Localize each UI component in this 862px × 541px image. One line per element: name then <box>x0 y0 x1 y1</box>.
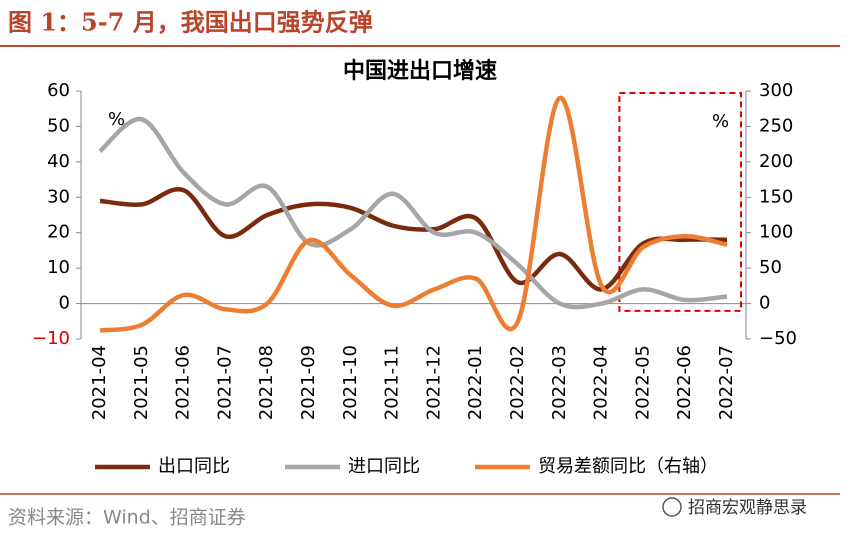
x-tick-label: 2022-03 <box>549 345 570 420</box>
y2-tick-label: 250 <box>759 115 793 136</box>
x-tick-label: 2021-10 <box>340 345 361 420</box>
x-tick-label: 2022-01 <box>465 345 486 420</box>
y-tick-label: 10 <box>47 257 70 278</box>
x-tick-label: 2021-09 <box>298 345 319 420</box>
y2-tick-label: 150 <box>759 186 793 207</box>
legend-label: 出口同比 <box>158 456 230 477</box>
x-tick-label: 2021-08 <box>256 345 277 420</box>
x-tick-label: 2022-05 <box>632 345 653 420</box>
y-tick-label: 50 <box>47 115 70 136</box>
x-tick-label: 2022-07 <box>716 345 737 420</box>
series-line <box>99 95 728 333</box>
chart-title: 中国进出口增速 <box>343 58 497 84</box>
watermark-icon <box>662 497 682 517</box>
legend-label: 进口同比 <box>348 456 420 477</box>
source: 资料来源：Wind、招商证券 <box>8 507 246 529</box>
highlight-box <box>618 92 743 312</box>
x-tick-label: 2021-07 <box>214 345 235 420</box>
series-line <box>98 117 728 310</box>
y-tick-label: 0 <box>59 293 70 314</box>
y2-tick-label: −50 <box>759 328 797 349</box>
y-tick-label: 20 <box>47 222 70 243</box>
y-tick-label: −10 <box>32 328 70 349</box>
figure-title: 图 1：5-7 月，我国出口强势反弹 <box>8 8 373 37</box>
x-tick-label: 2021-12 <box>423 345 444 420</box>
y2-tick-label: 200 <box>759 151 793 172</box>
y-unit: % <box>108 109 125 130</box>
x-tick-label: 2022-06 <box>674 345 695 420</box>
x-tick-label: 2022-04 <box>591 345 612 420</box>
y2-tick-label: 50 <box>759 257 782 278</box>
x-tick-label: 2021-11 <box>382 345 403 420</box>
x-tick-label: 2022-02 <box>507 345 528 420</box>
legend-label: 贸易差额同比（右轴） <box>538 456 718 477</box>
y2-unit: % <box>712 111 729 132</box>
y2-tick-label: 300 <box>759 80 793 101</box>
x-tick-label: 2021-04 <box>89 345 110 420</box>
y-tick-label: 30 <box>47 186 70 207</box>
y-tick-label: 60 <box>47 80 70 101</box>
x-tick-label: 2021-06 <box>173 345 194 420</box>
series-line <box>99 186 728 292</box>
y2-tick-label: 0 <box>759 293 770 314</box>
watermark: 招商宏观静思录 <box>688 498 807 518</box>
y2-tick-label: 100 <box>759 222 793 243</box>
x-tick-label: 2021-05 <box>131 345 152 420</box>
y-tick-label: 40 <box>47 151 70 172</box>
